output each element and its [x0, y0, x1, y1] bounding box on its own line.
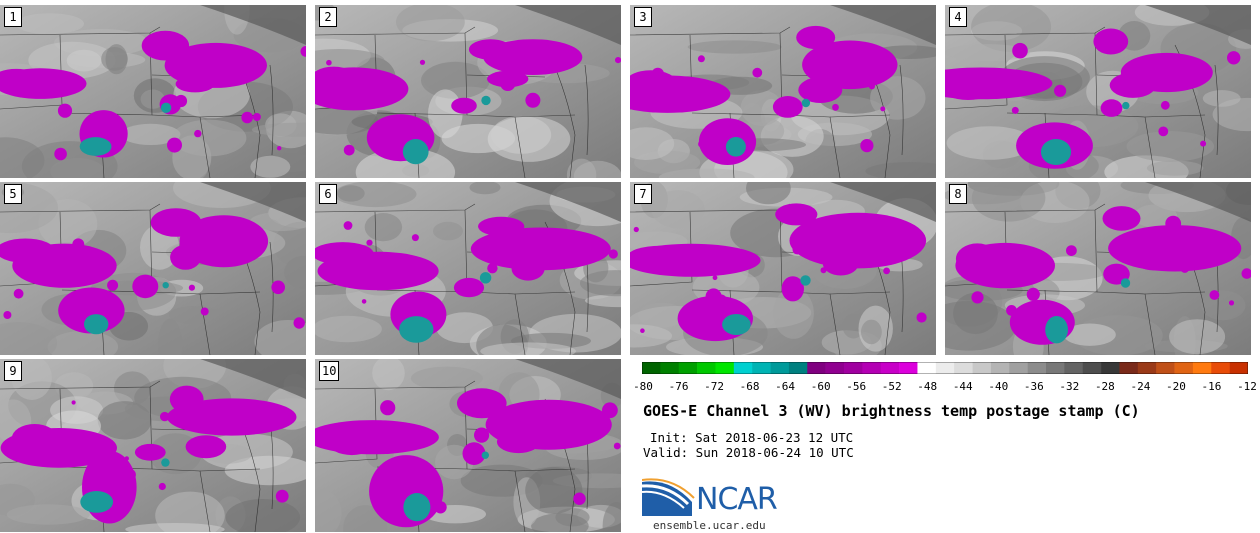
colorbar-segment — [715, 362, 735, 374]
colorbar-tick-label: -44 — [952, 380, 973, 393]
colorbar-tick-label: -28 — [1094, 380, 1115, 393]
ncar-logo-icon — [642, 478, 695, 516]
colorbar-segment — [917, 362, 937, 374]
colorbar-segment — [899, 362, 918, 374]
colorbar-segment — [752, 362, 771, 374]
map-panel: 2 — [315, 5, 621, 178]
panel-number-label: 7 — [634, 184, 652, 204]
panel-number-label: 5 — [4, 184, 22, 204]
colorbar-segment — [770, 362, 790, 374]
colorbar-tick-label: -52 — [881, 380, 902, 393]
panel-number-label: 3 — [634, 7, 652, 27]
map-panel: 4 — [945, 5, 1251, 178]
water-vapor-map — [0, 182, 306, 355]
figure-title: GOES-E Channel 3 (WV) brightness temp po… — [643, 402, 1140, 420]
colorbar-segment — [1229, 362, 1248, 374]
init-time: Init: Sat 2018-06-23 12 UTC — [650, 430, 854, 445]
colorbar-segment — [972, 362, 992, 374]
colorbar-segment — [697, 362, 716, 374]
colorbar-segment — [1119, 362, 1139, 374]
map-panel: 1 — [0, 5, 306, 178]
colorbar-segment — [1174, 362, 1194, 374]
panel-number-label: 1 — [4, 7, 22, 27]
panel-number-label: 9 — [4, 361, 22, 381]
colorbar-segment — [807, 362, 826, 374]
colorbar-segment — [1027, 362, 1047, 374]
valid-time: Valid: Sun 2018-06-24 10 UTC — [643, 445, 854, 460]
colorbar — [642, 362, 1248, 374]
colorbar-tick-label: -32 — [1059, 380, 1080, 393]
panel-number-label: 8 — [949, 184, 967, 204]
colorbar-segment — [1192, 362, 1212, 374]
panel-number-label: 6 — [319, 184, 337, 204]
water-vapor-map — [315, 359, 621, 532]
map-panel: 8 — [945, 182, 1251, 355]
colorbar-segment — [825, 362, 845, 374]
water-vapor-map — [630, 182, 936, 355]
colorbar-segment — [990, 362, 1010, 374]
colorbar-tick-label: -72 — [704, 380, 724, 393]
water-vapor-map — [315, 5, 621, 178]
colorbar-segment — [642, 362, 661, 374]
colorbar-tick-label: -40 — [988, 380, 1009, 393]
colorbar-segment — [1082, 362, 1102, 374]
colorbar-segment — [1009, 362, 1028, 374]
colorbar-tick-label: -64 — [775, 380, 796, 393]
colorbar-tick-label: -60 — [810, 380, 831, 393]
colorbar-segment — [862, 362, 882, 374]
colorbar-tick-label: -20 — [1166, 380, 1186, 393]
water-vapor-map — [0, 5, 306, 178]
colorbar-tick-label: -12 — [1237, 380, 1257, 393]
map-panel: 3 — [630, 5, 936, 178]
colorbar-tick-label: -24 — [1130, 380, 1151, 393]
colorbar-tick-label: -16 — [1201, 380, 1222, 393]
colorbar-segment — [1064, 362, 1084, 374]
colorbar-segment — [678, 362, 698, 374]
map-panel: 9 — [0, 359, 306, 532]
colorbar-segment — [935, 362, 955, 374]
colorbar-segment — [1101, 362, 1120, 374]
colorbar-segment — [660, 362, 680, 374]
panel-number-label: 4 — [949, 7, 967, 27]
logo-url: ensemble.ucar.edu — [653, 519, 766, 532]
colorbar-segment — [844, 362, 863, 374]
colorbar-tick-label: -80 — [633, 380, 653, 393]
colorbar-tick-label: -56 — [846, 380, 867, 393]
water-vapor-map — [630, 5, 936, 178]
colorbar-segment — [788, 362, 808, 374]
colorbar-segment — [880, 362, 900, 374]
map-panel: 5 — [0, 182, 306, 355]
colorbar-tick-label: -76 — [668, 380, 689, 393]
colorbar-segment — [1137, 362, 1157, 374]
colorbar-segment — [1156, 362, 1175, 374]
water-vapor-map — [315, 182, 621, 355]
map-panel: 10 — [315, 359, 621, 532]
colorbar-tick-label: -48 — [917, 380, 938, 393]
colorbar-segment — [1211, 362, 1230, 374]
map-panel: 6 — [315, 182, 621, 355]
water-vapor-map — [945, 5, 1251, 178]
colorbar-segment — [733, 362, 753, 374]
panel-number-label: 10 — [319, 361, 340, 381]
water-vapor-map — [0, 359, 306, 532]
colorbar-tick-label: -36 — [1023, 380, 1044, 393]
logo-wordmark: NCAR — [696, 482, 778, 517]
water-vapor-map — [945, 182, 1251, 355]
colorbar-tick-label: -68 — [739, 380, 760, 393]
colorbar-segment — [954, 362, 973, 374]
colorbar-segment — [1046, 362, 1065, 374]
map-panel: 7 — [630, 182, 936, 355]
panel-number-label: 2 — [319, 7, 337, 27]
